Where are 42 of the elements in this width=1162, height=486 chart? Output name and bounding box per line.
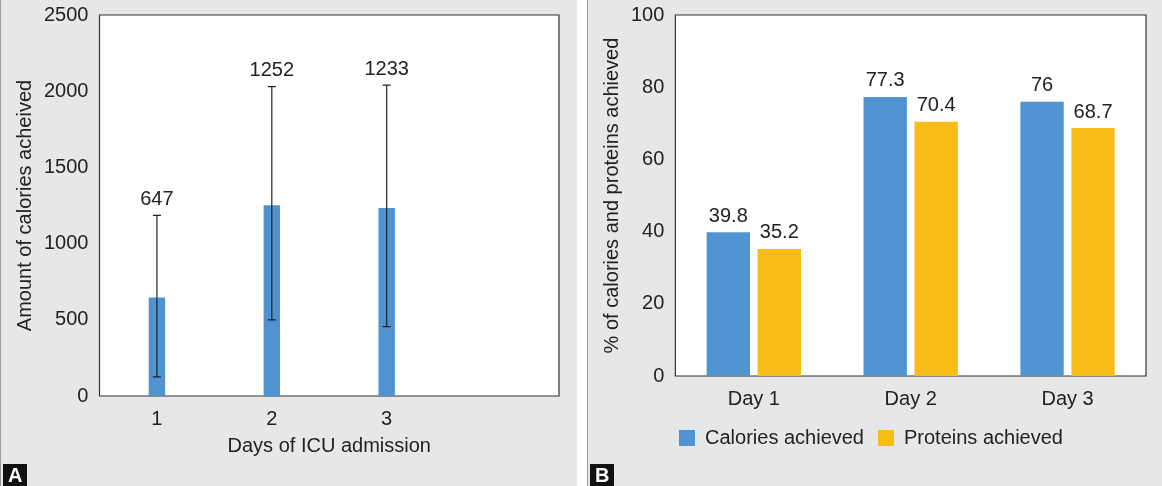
- data-label: 77.3: [865, 68, 905, 91]
- y-tick-label: 0: [77, 383, 89, 406]
- bar: [1071, 127, 1115, 376]
- x-tick-label: Day 1: [727, 386, 780, 409]
- x-axis-title: Days of ICU admission: [227, 433, 431, 456]
- x-tick-label: 2: [266, 406, 278, 429]
- data-label: 70.4: [916, 93, 956, 116]
- y-tick-label: 1500: [43, 154, 89, 177]
- y-tick-label: 20: [642, 291, 665, 314]
- y-axis-title: Amount of calories acheived: [12, 79, 35, 332]
- y-tick-label: 1000: [43, 231, 89, 254]
- bar: [706, 232, 750, 376]
- x-tick-label: 3: [381, 406, 393, 429]
- bar: [914, 121, 958, 376]
- data-label: 76: [1030, 73, 1054, 96]
- legend-label: Proteins achieved: [904, 425, 1063, 448]
- x-tick-label: Day 2: [884, 386, 937, 409]
- bar: [757, 248, 801, 376]
- x-tick-label: Day 3: [1041, 386, 1094, 409]
- y-tick-label: 2000: [43, 78, 89, 101]
- text: B: [590, 464, 615, 486]
- y-tick-label: 100: [630, 2, 665, 25]
- annotation: 1252: [249, 58, 295, 81]
- y-tick-label: 80: [642, 74, 665, 97]
- bar: [1020, 101, 1064, 376]
- x-tick-label: 1: [151, 406, 163, 429]
- bar: [863, 96, 907, 376]
- y-tick-label: 2500: [43, 2, 89, 25]
- y-tick-label: 0: [653, 363, 665, 386]
- y-tick-label: 60: [642, 146, 665, 169]
- data-label: 68.7: [1073, 99, 1113, 122]
- y-axis-title: % of calories and proteins achieved: [599, 37, 622, 354]
- data-label: 39.8: [708, 203, 748, 226]
- data-label: 35.2: [759, 220, 799, 243]
- y-tick-label: 40: [642, 219, 665, 242]
- bar: [378, 208, 395, 396]
- y-tick-label: 500: [55, 307, 89, 330]
- annotation: 1233: [364, 56, 409, 79]
- annotation: 647: [140, 186, 174, 209]
- bar: [263, 205, 281, 396]
- text: A: [3, 464, 28, 486]
- legend-label: Calories achieved: [705, 425, 864, 448]
